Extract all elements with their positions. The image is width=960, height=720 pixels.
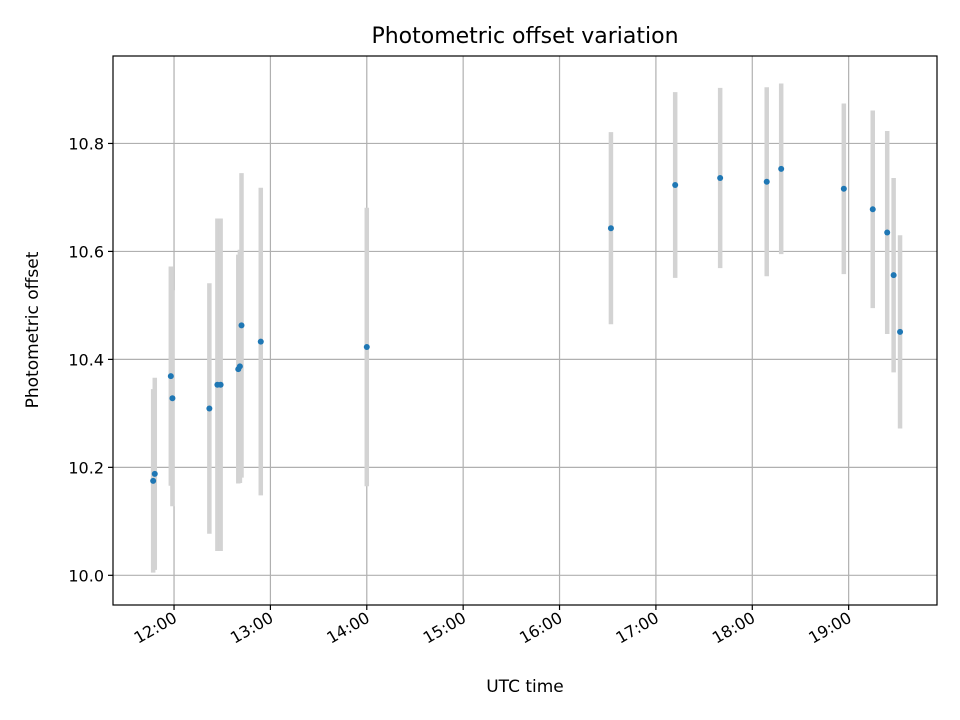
data-point (169, 395, 176, 402)
y-tick-label: 10.4 (68, 350, 104, 369)
data-point (150, 477, 157, 484)
data-point (890, 272, 897, 279)
data-point (840, 185, 847, 192)
data-point (257, 338, 264, 345)
data-point (717, 175, 724, 181)
data-point (672, 182, 679, 189)
data-point (763, 178, 770, 185)
data-point (167, 373, 174, 380)
y-tick-label: 10.2 (68, 458, 104, 477)
grid-layer (113, 56, 937, 605)
data-point (236, 363, 243, 370)
data-point (778, 165, 785, 172)
x-axis-label: UTC time (486, 677, 564, 697)
plot-frame (112, 55, 938, 606)
data-point (884, 229, 891, 236)
data-point (869, 206, 876, 213)
data-point (607, 225, 614, 232)
y-tick-layer: 10.0 10.2 10.4 10.6 10.8 (68, 134, 113, 585)
data-point (151, 470, 158, 477)
chart-title: Photometric offset variation (371, 24, 678, 49)
data-point (363, 343, 370, 350)
data-point (217, 381, 224, 388)
y-tick-label: 10.6 (68, 242, 104, 261)
data-point (897, 328, 904, 335)
data-point (238, 322, 245, 329)
y-axis-label: Photometric offset (23, 251, 43, 408)
point-layer (150, 165, 904, 484)
y-tick-label: 10.8 (68, 134, 104, 153)
y-tick-label: 10.0 (68, 566, 104, 585)
data-point (206, 405, 213, 412)
